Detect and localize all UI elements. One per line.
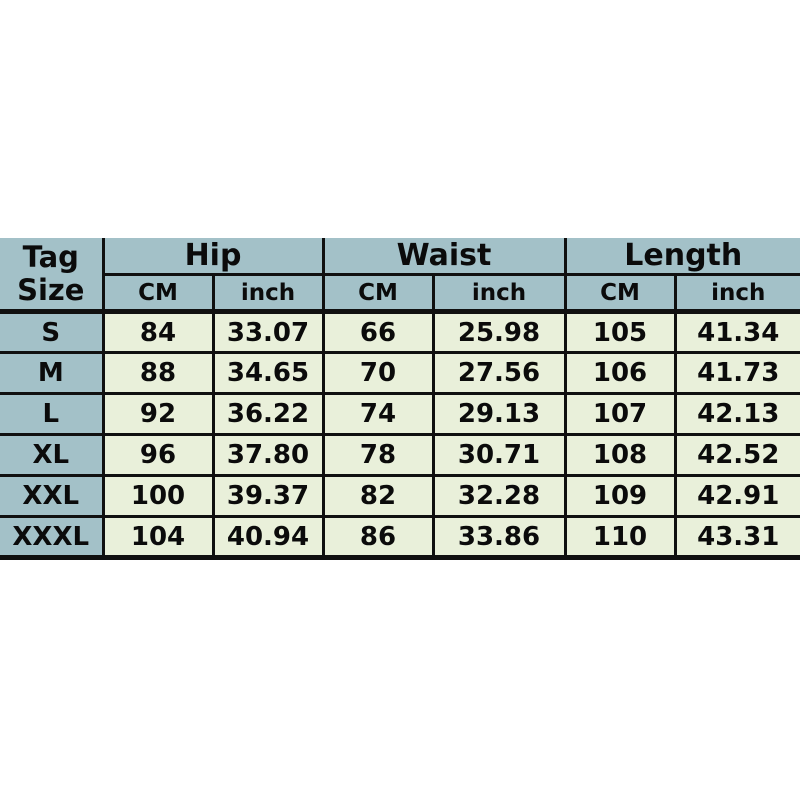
table-row-l: L 92 36.22 74 29.13 107 42.13 xyxy=(0,392,800,436)
value-cell: 66 xyxy=(321,310,435,354)
value-cell: 96 xyxy=(101,433,215,477)
size-cell: L xyxy=(0,392,105,436)
value-cell: 39.37 xyxy=(211,474,325,518)
value-cell: 106 xyxy=(563,351,677,395)
value-cell: 78 xyxy=(321,433,435,477)
value-cell: 42.13 xyxy=(673,392,800,436)
corner-header-tag-size: Tag Size xyxy=(0,238,105,314)
size-chart-table: Tag Size Hip Waist Length CM inch CM inc… xyxy=(0,238,800,560)
value-cell: 41.73 xyxy=(673,351,800,395)
value-cell: 82 xyxy=(321,474,435,518)
size-cell: XL xyxy=(0,433,105,477)
value-cell: 92 xyxy=(101,392,215,436)
group-header-waist: Waist xyxy=(321,238,567,276)
size-cell: S xyxy=(0,310,105,354)
value-cell: 109 xyxy=(563,474,677,518)
value-cell: 74 xyxy=(321,392,435,436)
value-cell: 36.22 xyxy=(211,392,325,436)
size-cell: XXXL xyxy=(0,515,105,560)
group-header-length: Length xyxy=(563,238,800,276)
value-cell: 33.07 xyxy=(211,310,325,354)
value-cell: 40.94 xyxy=(211,515,325,560)
value-cell: 88 xyxy=(101,351,215,395)
unit-header-length-inch: inch xyxy=(673,273,800,314)
value-cell: 30.71 xyxy=(431,433,567,477)
value-cell: 110 xyxy=(563,515,677,560)
unit-header-hip-cm: CM xyxy=(101,273,215,314)
size-cell: XXL xyxy=(0,474,105,518)
table-row-m: M 88 34.65 70 27.56 106 41.73 xyxy=(0,351,800,395)
header-unit-row: CM inch CM inch CM inch xyxy=(0,273,800,314)
value-cell: 43.31 xyxy=(673,515,800,560)
table-row-xl: XL 96 37.80 78 30.71 108 42.52 xyxy=(0,433,800,477)
table-row-s: S 84 33.07 66 25.98 105 41.34 xyxy=(0,310,800,354)
value-cell: 105 xyxy=(563,310,677,354)
value-cell: 104 xyxy=(101,515,215,560)
value-cell: 42.52 xyxy=(673,433,800,477)
value-cell: 29.13 xyxy=(431,392,567,436)
value-cell: 25.98 xyxy=(431,310,567,354)
unit-header-hip-inch: inch xyxy=(211,273,325,314)
value-cell: 108 xyxy=(563,433,677,477)
value-cell: 42.91 xyxy=(673,474,800,518)
unit-header-waist-cm: CM xyxy=(321,273,435,314)
value-cell: 32.28 xyxy=(431,474,567,518)
value-cell: 41.34 xyxy=(673,310,800,354)
value-cell: 86 xyxy=(321,515,435,560)
value-cell: 27.56 xyxy=(431,351,567,395)
value-cell: 33.86 xyxy=(431,515,567,560)
unit-header-waist-inch: inch xyxy=(431,273,567,314)
table-row-xxl: XXL 100 39.37 82 32.28 109 42.91 xyxy=(0,474,800,518)
unit-header-length-cm: CM xyxy=(563,273,677,314)
size-cell: M xyxy=(0,351,105,395)
group-header-hip: Hip xyxy=(101,238,325,276)
value-cell: 107 xyxy=(563,392,677,436)
header-group-row: Tag Size Hip Waist Length xyxy=(0,238,800,314)
value-cell: 100 xyxy=(101,474,215,518)
table-row-xxxl: XXXL 104 40.94 86 33.86 110 43.31 xyxy=(0,515,800,560)
value-cell: 37.80 xyxy=(211,433,325,477)
value-cell: 34.65 xyxy=(211,351,325,395)
value-cell: 70 xyxy=(321,351,435,395)
value-cell: 84 xyxy=(101,310,215,354)
